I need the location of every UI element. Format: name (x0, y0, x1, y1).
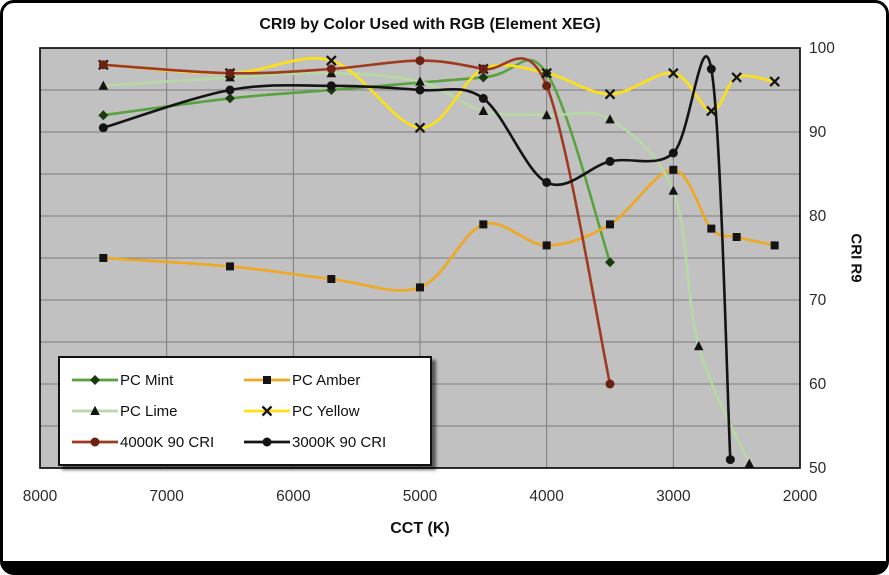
marker-square (542, 241, 551, 250)
marker-triangle (98, 80, 109, 90)
marker-circle (542, 177, 552, 187)
marker-circle (225, 68, 235, 78)
marker-square (327, 275, 336, 283)
legend-sample-triangle (72, 405, 118, 415)
legend-sample-circle (244, 437, 290, 447)
marker-triangle (541, 110, 552, 120)
x-tick-label: 3000 (656, 488, 691, 505)
legend-label: PC Mint (120, 371, 174, 389)
marker-circle (225, 85, 235, 95)
legend-item-pc-lime: PC Lime (72, 400, 240, 422)
marker-circle (326, 81, 336, 91)
legend-sample-circle (72, 437, 118, 447)
marker-square (416, 283, 424, 292)
marker-x (731, 72, 742, 83)
legend-sample-square (244, 376, 290, 384)
marker-circle (668, 148, 678, 158)
legend-item-3000k-90-cri: 3000K 90 CRI (244, 431, 422, 453)
marker-circle (478, 93, 488, 103)
x-axis-tick-labels: 8000 7000 6000 5000 4000 3000 2000 (23, 488, 818, 505)
series-markers-pc-amber (99, 165, 779, 292)
y-axis-title: CRI R9 (847, 233, 865, 283)
legend-item-pc-mint: PC Mint (72, 369, 240, 391)
marker-diamond (605, 257, 615, 268)
marker-square (226, 262, 234, 271)
marker-circle (98, 60, 108, 70)
series-line-pc-lime (102, 71, 751, 466)
y-tick-label: 70 (809, 292, 827, 309)
marker-circle (542, 81, 552, 91)
y-tick-label: 50 (809, 460, 827, 477)
x-axis-title: CCT (K) (390, 520, 450, 537)
legend-marker-x (261, 405, 273, 417)
x-tick-label: 8000 (23, 488, 58, 505)
marker-circle (605, 156, 615, 166)
x-tick-label: 6000 (276, 488, 311, 505)
legend-marker-circle (262, 437, 272, 447)
marker-triangle (668, 185, 679, 195)
marker-diamond (225, 93, 235, 104)
legend-item-pc-amber: PC Amber (244, 369, 422, 391)
marker-circle (98, 123, 108, 133)
legend-label: PC Yellow (292, 402, 360, 420)
marker-circle (478, 64, 488, 74)
marker-triangle (478, 105, 489, 115)
marker-x (326, 55, 337, 66)
marker-triangle (693, 341, 704, 351)
marker-circle (415, 56, 425, 66)
y-axis-tick-labels: 100 90 80 70 60 50 (809, 40, 835, 477)
marker-triangle (605, 114, 615, 124)
marker-circle (326, 64, 336, 74)
marker-x (668, 67, 679, 79)
legend-label: 3000K 90 CRI (292, 433, 387, 451)
marker-circle (706, 64, 716, 74)
x-tick-label: 4000 (529, 488, 564, 505)
series-markers-4000k-90-cri (98, 56, 615, 389)
marker-diamond (478, 72, 489, 83)
legend-marker-triangle (90, 405, 100, 415)
y-tick-label: 80 (809, 208, 827, 225)
x-tick-label: 5000 (403, 488, 438, 505)
marker-triangle (744, 458, 755, 468)
legend-label: PC Amber (292, 371, 361, 389)
series-markers-3000k-90-cri (98, 64, 735, 465)
marker-square (479, 220, 488, 229)
marker-square (669, 165, 678, 174)
y-tick-label: 90 (809, 124, 827, 141)
marker-diamond (98, 110, 109, 121)
legend-label: 4000K 90 CRI (120, 433, 215, 451)
marker-x (769, 76, 780, 87)
marker-circle (725, 455, 735, 465)
chart-title: CRI9 by Color Used with RGB (Element XEG… (259, 16, 601, 33)
marker-square (606, 220, 614, 229)
legend-marker-circle (90, 437, 100, 447)
y-tick-label: 100 (809, 40, 835, 57)
legend-sample-diamond (72, 375, 118, 385)
marker-square (707, 224, 716, 233)
legend-label: PC Lime (120, 402, 178, 420)
x-tick-label: 7000 (149, 488, 184, 505)
marker-x (706, 105, 717, 117)
bottom-bar (3, 561, 886, 572)
marker-x (604, 88, 616, 100)
marker-circle (605, 379, 615, 389)
marker-x (414, 122, 426, 134)
x-tick-label: 2000 (783, 488, 818, 505)
marker-triangle (415, 76, 425, 86)
legend-item-4000k-90-cri: 4000K 90 CRI (72, 431, 240, 453)
marker-x (541, 67, 552, 79)
marker-square (770, 241, 779, 250)
legend-item-pc-yellow: PC Yellow (244, 400, 422, 422)
marker-square (732, 233, 741, 241)
legend: PC Mint PC Amber PC Lime PC Yellow 4000K 90 … (58, 356, 432, 466)
legend-marker-square (263, 376, 271, 384)
marker-square (99, 254, 108, 262)
legend-marker-diamond (90, 375, 100, 385)
marker-circle (415, 85, 425, 95)
plot-border (39, 47, 801, 469)
legend-sample-x (244, 405, 290, 417)
y-tick-label: 60 (809, 376, 827, 393)
